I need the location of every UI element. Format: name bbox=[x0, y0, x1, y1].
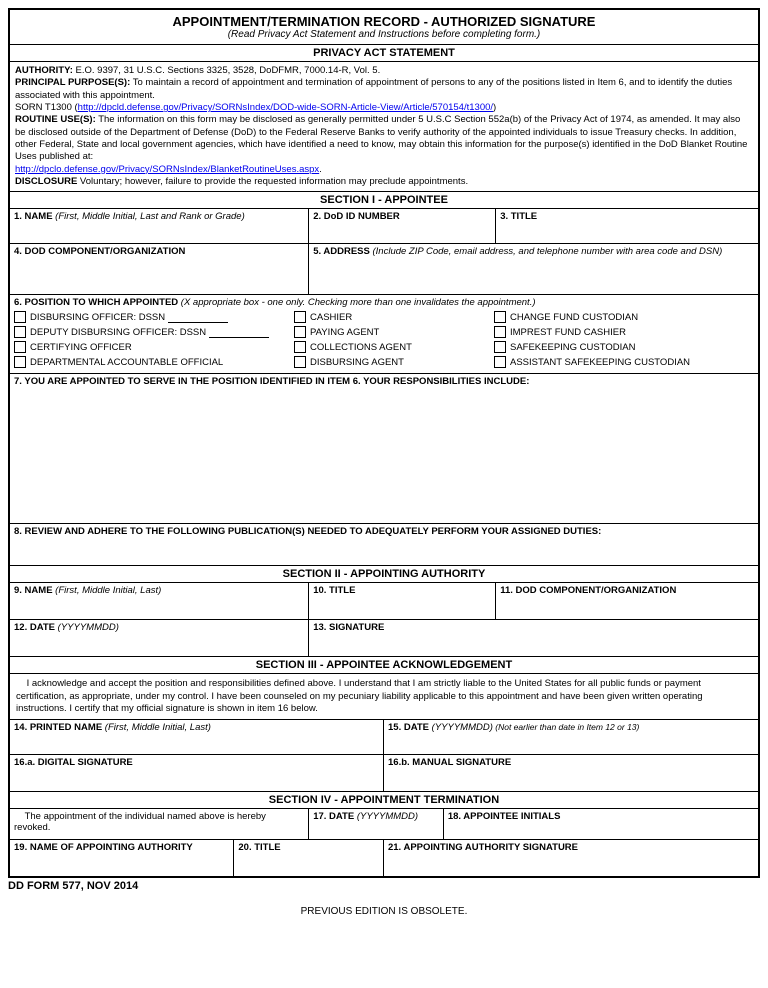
sorn-link[interactable]: http://dpcld.defense.gov/Privacy/SORNsIn… bbox=[78, 102, 493, 113]
row-19-21: 19. NAME OF APPOINTING AUTHORITY 20. TIT… bbox=[10, 840, 758, 876]
pos-r1c3: CHANGE FUND CUSTODIAN bbox=[510, 312, 638, 323]
checkbox-paying[interactable] bbox=[294, 326, 306, 338]
pos-r4c2: DISBURSING AGENT bbox=[310, 357, 404, 368]
f7-label: 7. YOU ARE APPOINTED TO SERVE IN THE POS… bbox=[14, 376, 529, 387]
authority-text: E.O. 9397, 31 U.S.C. Sections 3325, 3528… bbox=[73, 65, 380, 76]
row-4-5: 4. DOD COMPONENT/ORGANIZATION 5. ADDRESS… bbox=[10, 244, 758, 295]
checkbox-disbursing[interactable] bbox=[14, 311, 26, 323]
f11-label: 11. DOD COMPONENT/ORGANIZATION bbox=[500, 585, 676, 596]
row-term-17-18: The appointment of the individual named … bbox=[10, 809, 758, 840]
pos-r2c3: IMPREST FUND CASHIER bbox=[510, 327, 626, 338]
form-title: APPOINTMENT/TERMINATION RECORD - AUTHORI… bbox=[10, 10, 758, 29]
checkbox-safekeeping[interactable] bbox=[494, 341, 506, 353]
f17-label: 17. DATE bbox=[313, 811, 354, 822]
pos-r4c1: DEPARTMENTAL ACCOUNTABLE OFFICIAL bbox=[30, 357, 223, 368]
position-block: 6. POSITION TO WHICH APPOINTED (X approp… bbox=[10, 295, 758, 374]
pos-r3c3: SAFEKEEPING CUSTODIAN bbox=[510, 342, 635, 353]
f1-hint: (First, Middle Initial, Last and Rank or… bbox=[53, 211, 245, 222]
pos-r2c2: PAYING AGENT bbox=[310, 327, 379, 338]
checkbox-disbursing-agent[interactable] bbox=[294, 356, 306, 368]
checkbox-asst-safekeeping[interactable] bbox=[494, 356, 506, 368]
privacy-header: PRIVACY ACT STATEMENT bbox=[10, 45, 758, 62]
pos-r1c1: DISBURSING OFFICER: DSSN bbox=[30, 312, 165, 323]
form-container: APPOINTMENT/TERMINATION RECORD - AUTHORI… bbox=[8, 8, 760, 878]
checkbox-certifying[interactable] bbox=[14, 341, 26, 353]
obsolete-text: PREVIOUS EDITION IS OBSOLETE. bbox=[301, 906, 468, 917]
row-1-3: 1. NAME (First, Middle Initial, Last and… bbox=[10, 209, 758, 244]
privacy-block: AUTHORITY: E.O. 9397, 31 U.S.C. Sections… bbox=[10, 62, 758, 192]
checkbox-collections[interactable] bbox=[294, 341, 306, 353]
row-14-15: 14. PRINTED NAME (First, Middle Initial,… bbox=[10, 720, 758, 755]
f15-hint: (YYYYMMDD) bbox=[429, 722, 493, 733]
pos-r1c2: CASHIER bbox=[310, 312, 352, 323]
form-number: DD FORM 577, NOV 2014 bbox=[8, 880, 138, 892]
f9-hint: (First, Middle Initial, Last) bbox=[53, 585, 162, 596]
ack-text: I acknowledge and accept the position an… bbox=[10, 674, 758, 720]
f12-label: 12. DATE bbox=[14, 622, 55, 633]
disclosure-text: Voluntary; however, failure to provide t… bbox=[77, 176, 468, 187]
f10-label: 10. TITLE bbox=[313, 585, 355, 596]
checkbox-deputy[interactable] bbox=[14, 326, 26, 338]
f15-extra: (Not earlier than date in Item 12 or 13) bbox=[493, 722, 639, 732]
sorn-label: SORN T1300 ( bbox=[15, 102, 78, 113]
f13-label: 13. SIGNATURE bbox=[313, 622, 384, 633]
routine-text: The information on this form may be disc… bbox=[15, 114, 747, 162]
f19-label: 19. NAME OF APPOINTING AUTHORITY bbox=[14, 842, 193, 853]
checkbox-cashier[interactable] bbox=[294, 311, 306, 323]
f5-label: 5. ADDRESS bbox=[313, 246, 370, 257]
routine-label: ROUTINE USE(S): bbox=[15, 114, 96, 125]
f16a-label: 16.a. DIGITAL SIGNATURE bbox=[14, 757, 133, 768]
row-9-11: 9. NAME (First, Middle Initial, Last) 10… bbox=[10, 583, 758, 620]
f12-hint: (YYYYMMDD) bbox=[55, 622, 119, 633]
f16b-label: 16.b. MANUAL SIGNATURE bbox=[388, 757, 511, 768]
f1-label: 1. NAME bbox=[14, 211, 53, 222]
checkbox-change-fund[interactable] bbox=[494, 311, 506, 323]
section4-header: SECTION IV - APPOINTMENT TERMINATION bbox=[10, 792, 758, 809]
row-16: 16.a. DIGITAL SIGNATURE 16.b. MANUAL SIG… bbox=[10, 755, 758, 792]
disclosure-label: DISCLOSURE bbox=[15, 176, 77, 187]
form-subtitle: (Read Privacy Act Statement and Instruct… bbox=[10, 29, 758, 45]
dssn-field-2[interactable] bbox=[209, 326, 269, 338]
f3-label: 3. TITLE bbox=[500, 211, 537, 222]
checkbox-departmental[interactable] bbox=[14, 356, 26, 368]
pos-r2c1: DEPUTY DISBURSING OFFICER: DSSN bbox=[30, 327, 206, 338]
section2-header: SECTION II - APPOINTING AUTHORITY bbox=[10, 566, 758, 583]
purpose-label: PRINCIPAL PURPOSE(S): bbox=[15, 77, 130, 88]
f17-hint: (YYYYMMDD) bbox=[354, 811, 418, 822]
ack-content: I acknowledge and accept the position an… bbox=[16, 678, 703, 714]
f18-label: 18. APPOINTEE INITIALS bbox=[448, 811, 561, 822]
f21-label: 21. APPOINTING AUTHORITY SIGNATURE bbox=[388, 842, 578, 853]
f20-label: 20. TITLE bbox=[238, 842, 280, 853]
f4-label: 4. DOD COMPONENT/ORGANIZATION bbox=[14, 246, 185, 257]
dssn-field-1[interactable] bbox=[168, 311, 228, 323]
f14-hint: (First, Middle Initial, Last) bbox=[102, 722, 211, 733]
authority-label: AUTHORITY: bbox=[15, 65, 73, 76]
pos-r4c3: ASSISTANT SAFEKEEPING CUSTODIAN bbox=[510, 357, 690, 368]
pos-r3c2: COLLECTIONS AGENT bbox=[310, 342, 412, 353]
routine-link[interactable]: http://dpclo.defense.gov/Privacy/SORNsIn… bbox=[15, 164, 319, 175]
section1-header: SECTION I - APPOINTEE bbox=[10, 192, 758, 209]
f2-label: 2. DoD ID NUMBER bbox=[313, 211, 400, 222]
f6-label: 6. POSITION TO WHICH APPOINTED bbox=[14, 297, 178, 308]
f14-label: 14. PRINTED NAME bbox=[14, 722, 102, 733]
f5-hint: (Include ZIP Code, email address, and te… bbox=[370, 246, 722, 257]
f15-label: 15. DATE bbox=[388, 722, 429, 733]
f8-label: 8. REVIEW AND ADHERE TO THE FOLLOWING PU… bbox=[14, 526, 601, 537]
section3-header: SECTION III - APPOINTEE ACKNOWLEDGEMENT bbox=[10, 657, 758, 674]
row-12-13: 12. DATE (YYYYMMDD) 13. SIGNATURE bbox=[10, 620, 758, 657]
f9-label: 9. NAME bbox=[14, 585, 53, 596]
term-text: The appointment of the individual named … bbox=[14, 811, 266, 833]
checkbox-imprest[interactable] bbox=[494, 326, 506, 338]
pos-r3c1: CERTIFYING OFFICER bbox=[30, 342, 132, 353]
f6-hint: (X appropriate box - one only. Checking … bbox=[178, 297, 535, 308]
sorn-close: ) bbox=[493, 102, 496, 113]
